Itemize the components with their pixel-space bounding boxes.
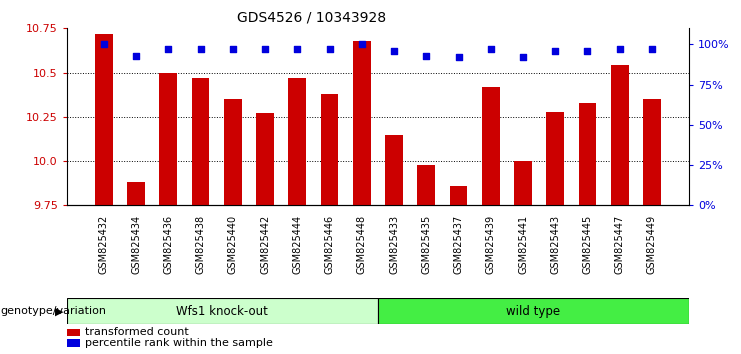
Point — [453, 55, 465, 60]
Point — [259, 46, 271, 52]
Point — [130, 53, 142, 58]
Bar — [450, 186, 468, 205]
Bar — [256, 113, 274, 205]
Point — [195, 46, 207, 52]
Bar — [579, 103, 597, 205]
Bar — [514, 161, 532, 205]
Bar — [159, 73, 177, 205]
Bar — [127, 182, 145, 205]
Point — [388, 48, 400, 54]
Text: wild type: wild type — [506, 305, 561, 318]
Bar — [353, 41, 370, 205]
Point — [324, 46, 336, 52]
Text: transformed count: transformed count — [85, 327, 189, 337]
Point — [162, 46, 174, 52]
Point — [356, 41, 368, 47]
Bar — [546, 112, 564, 205]
Bar — [192, 78, 210, 205]
Bar — [288, 78, 306, 205]
FancyBboxPatch shape — [67, 298, 378, 324]
Bar — [611, 65, 628, 205]
FancyBboxPatch shape — [378, 298, 689, 324]
Point — [614, 46, 625, 52]
Bar — [417, 165, 435, 205]
Point — [485, 46, 496, 52]
Text: Wfs1 knock-out: Wfs1 knock-out — [176, 305, 268, 318]
Text: GDS4526 / 10343928: GDS4526 / 10343928 — [236, 11, 386, 25]
Bar — [482, 87, 499, 205]
Point — [646, 46, 658, 52]
Text: percentile rank within the sample: percentile rank within the sample — [85, 338, 273, 348]
Bar — [643, 99, 661, 205]
Text: genotype/variation: genotype/variation — [0, 306, 106, 316]
Bar — [224, 99, 242, 205]
Point — [227, 46, 239, 52]
Bar — [321, 94, 339, 205]
Point — [582, 48, 594, 54]
Point — [98, 41, 110, 47]
Point — [549, 48, 561, 54]
Point — [420, 53, 432, 58]
Point — [517, 55, 529, 60]
Point — [291, 46, 303, 52]
Bar — [95, 34, 113, 205]
Text: ▶: ▶ — [55, 306, 63, 316]
Bar — [385, 135, 403, 205]
